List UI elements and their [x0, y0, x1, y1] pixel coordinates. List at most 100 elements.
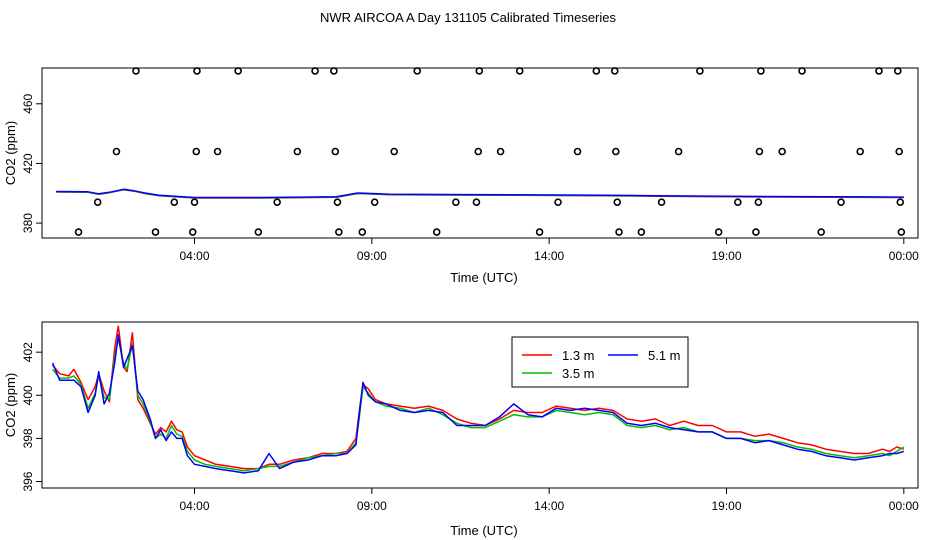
- scatter-point: [496, 147, 505, 156]
- x-axis-label-top: Time (UTC): [450, 270, 517, 285]
- legend-label-3-5m: 3.5 m: [562, 366, 595, 381]
- x-tick-label: 19:00: [711, 499, 741, 513]
- x-axis-top: 04:00 09:00 14:00 19:00 00:00: [179, 238, 919, 263]
- scatter-point: [333, 198, 342, 207]
- y-tick-label: 400: [21, 385, 35, 405]
- scatter-point: [452, 198, 460, 207]
- scatter-point: [615, 228, 623, 236]
- plot-frame-bottom: [41, 321, 919, 489]
- x-tick-label: 00:00: [889, 249, 919, 263]
- scatter-point: [273, 198, 281, 207]
- x-tick-label: 09:00: [357, 499, 387, 513]
- scatter-point: [837, 198, 845, 207]
- y-tick-label: 398: [21, 428, 35, 448]
- scatter-point: [151, 228, 160, 236]
- scatter-point: [734, 198, 742, 207]
- scatter-point: [752, 228, 760, 236]
- x-tick-label: 19:00: [711, 249, 741, 263]
- scatter-point: [472, 198, 481, 207]
- scatter-point: [254, 228, 263, 236]
- y-axis-label-bottom: CO2 (ppm): [3, 373, 18, 437]
- scatter-point: [93, 198, 102, 207]
- y-tick-label: 402: [21, 342, 35, 362]
- series-lines-top: [56, 188, 904, 199]
- scatter-point: [112, 147, 121, 156]
- scatter-point: [757, 67, 765, 75]
- scatter-point: [755, 147, 764, 156]
- scatter-point: [573, 147, 582, 156]
- scatter-point: [515, 67, 524, 75]
- legend-box: [511, 336, 689, 388]
- scatter-point: [74, 228, 83, 236]
- scatter-point: [330, 67, 338, 75]
- scatter-point: [778, 147, 786, 156]
- scatter-point: [432, 228, 441, 236]
- legend-label-5-1m: 5.1 m: [648, 348, 681, 363]
- panel-bottom: 396 398 400 402 04:00 09:00 14:00 19:00 00:00 T…: [3, 321, 919, 538]
- legend: 1.3 m 3.5 m 5.1 m: [511, 336, 689, 388]
- scatter-point: [413, 67, 422, 75]
- scatter-point: [754, 198, 763, 207]
- scatter-point: [613, 198, 622, 207]
- scatter-point: [335, 228, 343, 236]
- x-tick-label: 04:00: [179, 499, 209, 513]
- x-axis-bottom: 04:00 09:00 14:00 19:00 00:00: [179, 488, 919, 513]
- scatter-point: [311, 67, 319, 75]
- y-tick-label: 420: [21, 153, 35, 173]
- series-line-top: [56, 188, 904, 199]
- series-line-3-5-m: [52, 338, 905, 472]
- scatter-point: [714, 228, 723, 236]
- scatter-point: [875, 67, 883, 75]
- scatter-point: [474, 147, 483, 156]
- scatter-point: [192, 147, 201, 156]
- scatter-point: [674, 147, 683, 156]
- scatter-point: [897, 228, 906, 236]
- scatter-point: [696, 67, 704, 75]
- scatter-point: [193, 67, 201, 75]
- scatter-point: [893, 67, 902, 75]
- scatter-point: [358, 228, 367, 236]
- figure-title: NWR AIRCOA A Day 131105 Calibrated Times…: [320, 10, 616, 25]
- scatter-point: [170, 198, 179, 207]
- y-tick-label: 380: [21, 213, 35, 233]
- x-tick-label: 14:00: [534, 249, 564, 263]
- scatter-point: [610, 67, 619, 75]
- scatter-point: [188, 228, 197, 236]
- scatter-point: [213, 147, 222, 156]
- scatter-point: [234, 67, 242, 75]
- scatter-point: [475, 67, 484, 75]
- scatter-point: [657, 198, 666, 207]
- legend-label-1-3m: 1.3 m: [562, 348, 595, 363]
- scatter-point: [612, 147, 620, 156]
- scatter-point: [895, 147, 904, 156]
- x-tick-label: 04:00: [179, 249, 209, 263]
- series-line-5-1-m: [51, 334, 905, 474]
- scatter-point: [637, 228, 646, 236]
- scatter-point: [817, 228, 825, 236]
- scatter-point: [592, 67, 601, 75]
- scatter-point: [535, 228, 544, 236]
- x-tick-label: 00:00: [889, 499, 919, 513]
- y-axis-top: 380 420 460: [21, 93, 42, 233]
- series-line-1-3-m: [52, 325, 905, 470]
- x-tick-label: 09:00: [357, 249, 387, 263]
- x-axis-label-bottom: Time (UTC): [450, 523, 517, 538]
- scatter-points-top: [74, 67, 906, 236]
- y-axis-bottom: 396 398 400 402: [21, 342, 42, 492]
- y-axis-label-top: CO2 (ppm): [3, 121, 18, 185]
- scatter-point: [370, 198, 379, 207]
- y-tick-label: 460: [21, 93, 35, 113]
- scatter-point: [554, 198, 562, 207]
- scatter-point: [856, 147, 864, 156]
- scatter-point: [798, 67, 806, 75]
- scatter-point: [390, 147, 398, 156]
- y-tick-label: 396: [21, 471, 35, 491]
- scatter-point: [132, 67, 140, 75]
- scatter-point: [190, 198, 199, 207]
- panel-top: 380 420 460 04:00 09:00 14:00 19:00 00:00 Time…: [3, 67, 919, 285]
- scatter-point: [331, 147, 340, 156]
- x-tick-label: 14:00: [534, 499, 564, 513]
- scatter-point: [896, 198, 905, 207]
- series-lines-bottom: [51, 325, 905, 474]
